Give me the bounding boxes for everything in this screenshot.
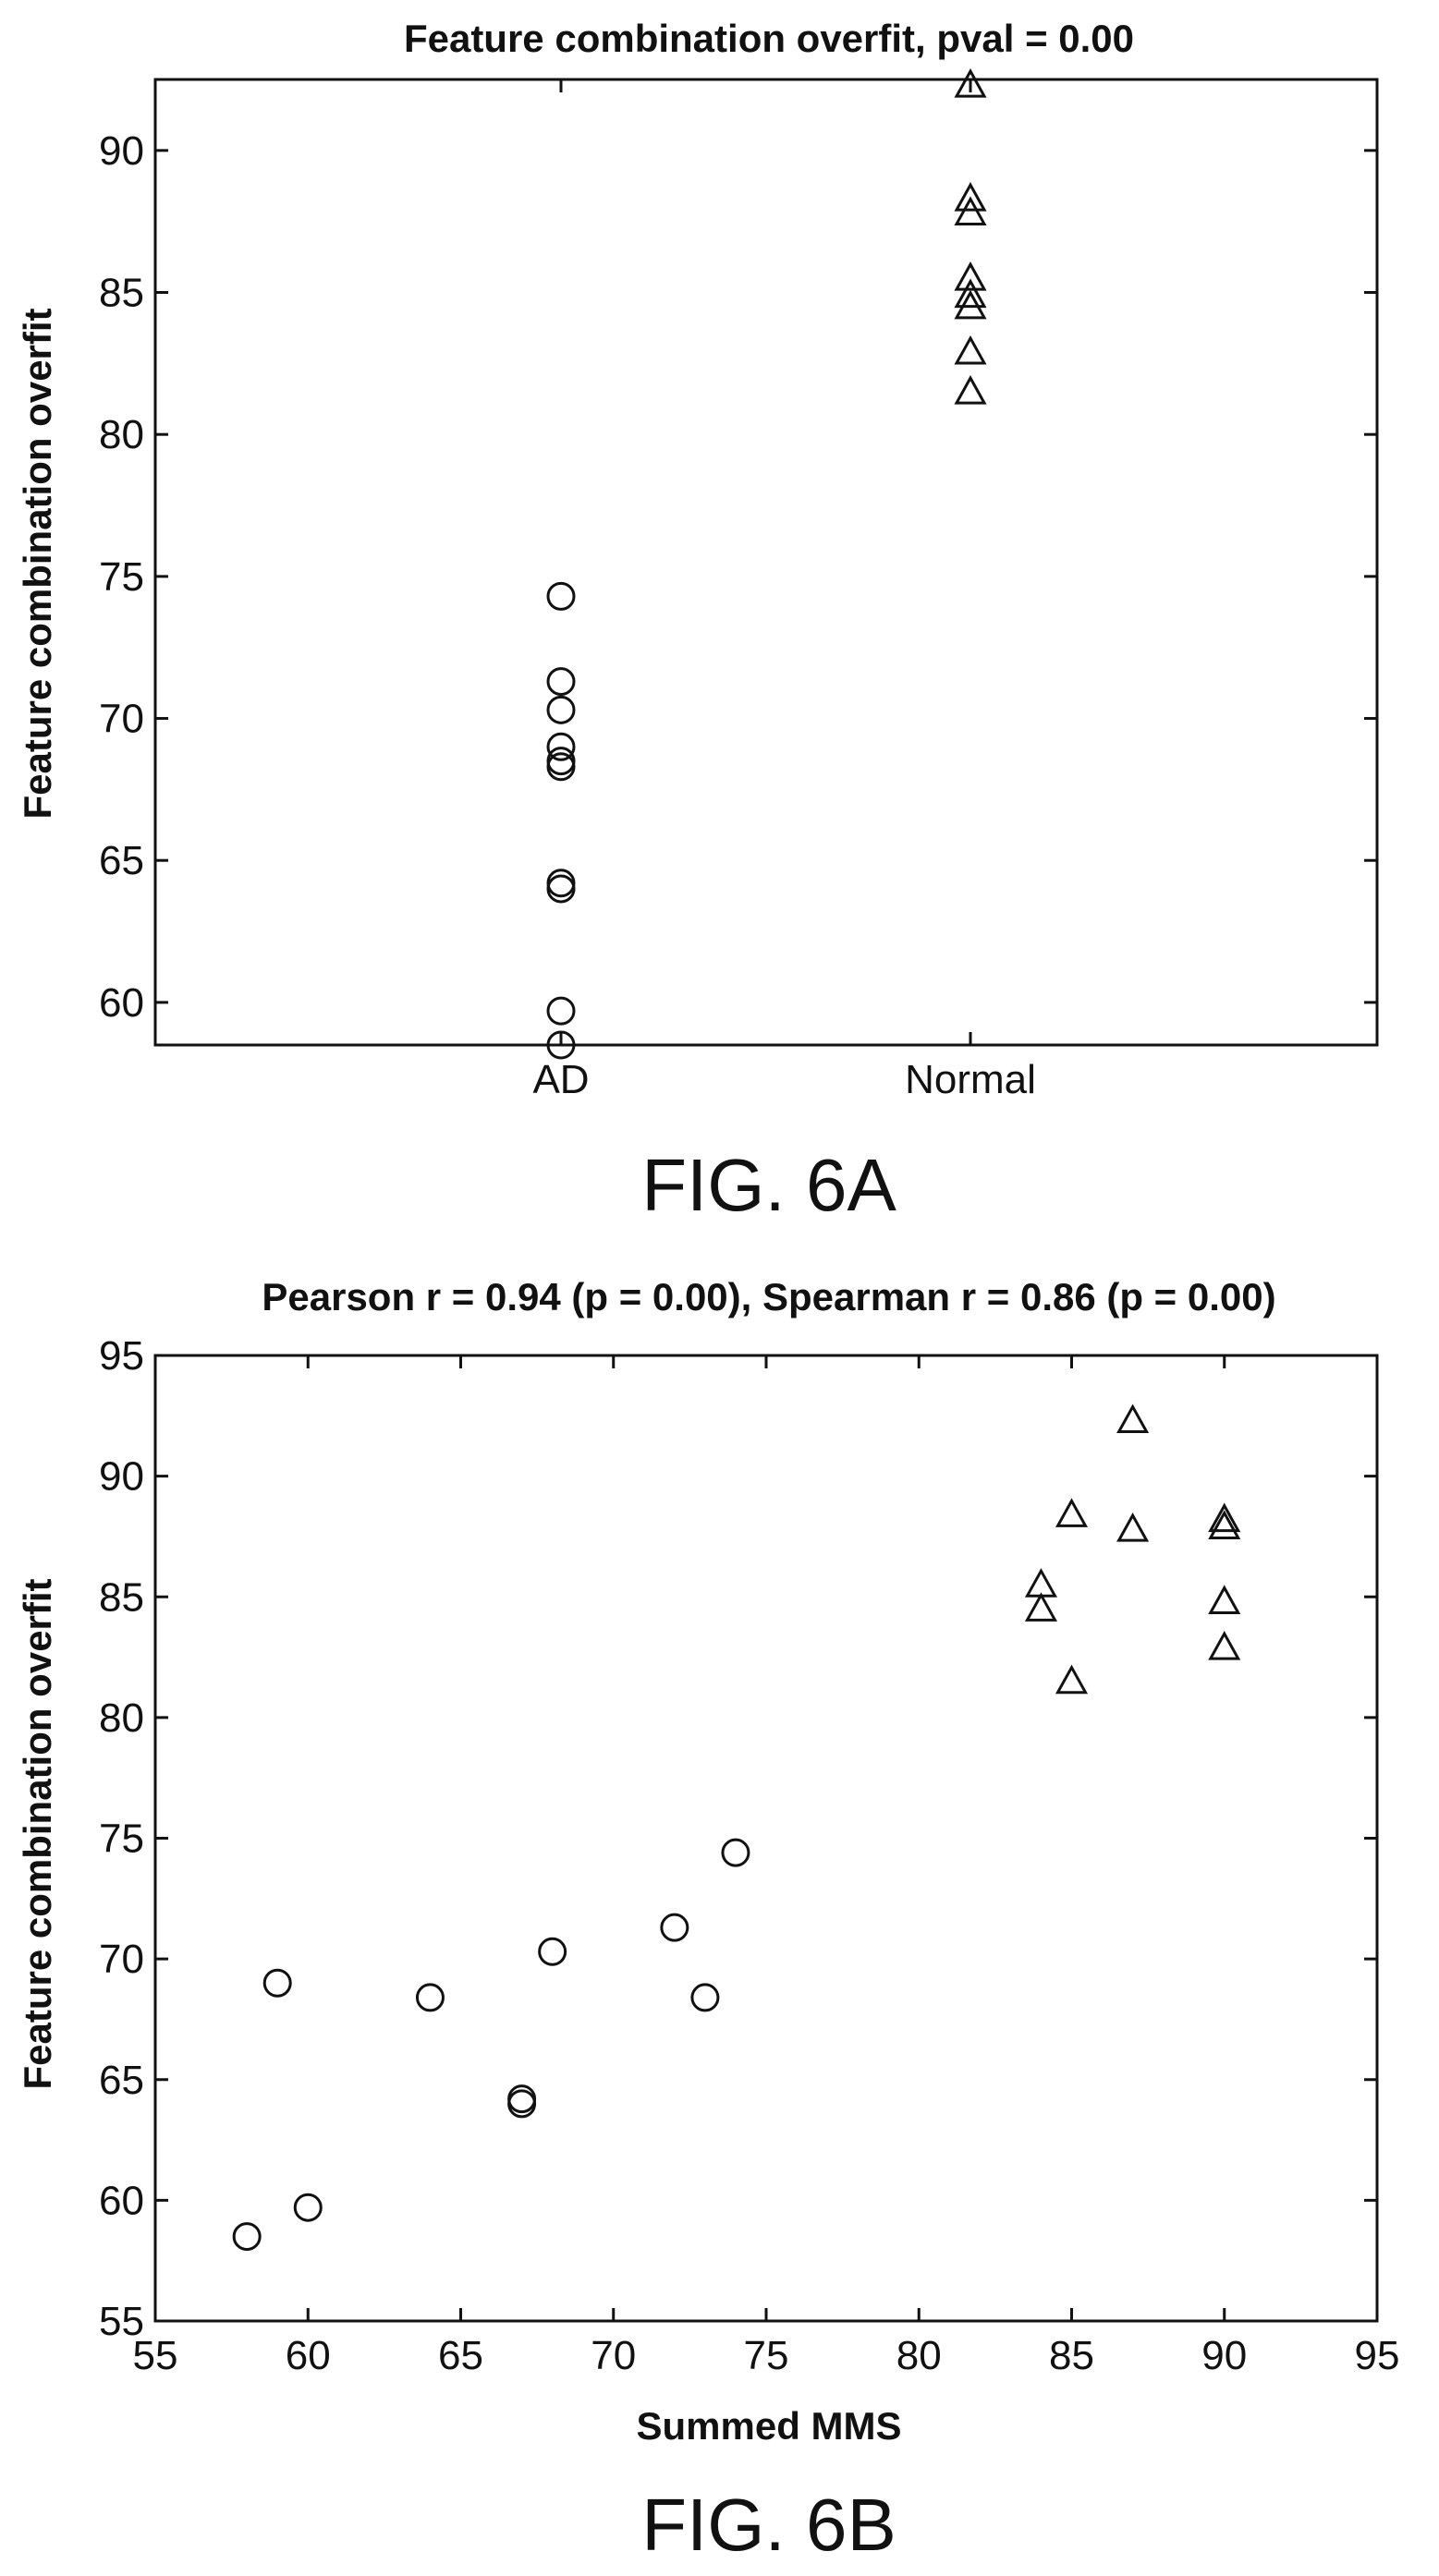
- figure-label-6a: FIG. 6A: [641, 1144, 896, 1226]
- chart-6a-circle-point: [546, 581, 576, 611]
- chart-6b-circle-point: [721, 1838, 750, 1867]
- chart-6b-circle-point: [232, 2222, 262, 2252]
- chart-6a-circle-point: [546, 874, 576, 904]
- chart-6a-triangle-point: [954, 196, 987, 225]
- chart-6b: Pearson r = 0.94 (p = 0.00), Spearman r …: [16, 1275, 1399, 2566]
- chart-6b-triangle-point: [1116, 1513, 1150, 1542]
- chart-6b-x-tick-label: 70: [591, 2333, 636, 2378]
- chart-6a-axes: 60 65 70 75 80 85 90 AD Normal: [99, 79, 1377, 1102]
- chart-6b-triangle-point: [1024, 1592, 1057, 1622]
- chart-6a-circle-point: [546, 667, 576, 697]
- chart-6b-y-tick-label: 60: [99, 2178, 144, 2223]
- chart-6b-circle-point: [415, 1983, 445, 2012]
- chart-6b-triangle-point: [1055, 1664, 1089, 1695]
- chart-6b-x-tick-label: 90: [1201, 2333, 1247, 2378]
- chart-6a-x-tick-label: Normal: [905, 1057, 1036, 1102]
- chart-6a-triangle-point: [954, 278, 987, 309]
- chart-6a-y-tick-label: 70: [99, 697, 144, 742]
- chart-6b-x-tick-label: 55: [133, 2333, 178, 2378]
- chart-6b-triangle-point: [1116, 1403, 1150, 1434]
- chart-6b-circle-point: [690, 1983, 720, 2012]
- chart-6b-title: Pearson r = 0.94 (p = 0.00), Spearman r …: [262, 1275, 1275, 1318]
- chart-6b-circle-point: [293, 2193, 323, 2222]
- chart-6a-triangle-point: [954, 334, 987, 365]
- chart-6a-triangle-point: [954, 289, 987, 320]
- chart-6b-circle-point: [507, 2089, 537, 2119]
- chart-6a-y-tick-label: 65: [99, 838, 144, 883]
- chart-6b-axes: 55 60 65 70 75 80 85 90 95 55 60 65 70 75 80 85 90 95: [99, 1333, 1399, 2378]
- chart-6a-y-tick-label: 60: [99, 980, 144, 1026]
- chart-6a-y-tick-label: 90: [99, 128, 144, 174]
- chart-6b-triangle-point: [1208, 1502, 1241, 1533]
- chart-6b-circle-point: [538, 1937, 567, 1966]
- chart-6b-x-tick-label: 95: [1355, 2333, 1400, 2378]
- chart-6a-marks: [546, 68, 987, 1060]
- chart-6b-x-tick-label: 80: [896, 2333, 942, 2378]
- chart-6b-circle-point: [660, 1913, 689, 1942]
- chart-6b-y-tick-label: 90: [99, 1454, 144, 1500]
- chart-6a-triangle-point: [954, 181, 987, 212]
- chart-6a-circle-point: [546, 996, 576, 1026]
- chart-6a-x-tick-label: AD: [532, 1057, 589, 1102]
- chart-6a-triangle-point: [954, 374, 987, 405]
- chart-6b-triangle-point: [1055, 1498, 1089, 1527]
- chart-6a-y-tick-label: 75: [99, 554, 144, 600]
- chart-6b-y-axis-label: Feature combination overfit: [16, 1578, 59, 2089]
- chart-6b-y-tick-label: 55: [99, 2299, 144, 2344]
- chart-6b-x-tick-label: 75: [744, 2333, 789, 2378]
- chart-6a-y-axis-label: Feature combination overfit: [16, 308, 59, 819]
- chart-6a-plot-frame: [153, 78, 1379, 1047]
- chart-6b-y-tick-label: 70: [99, 1937, 144, 1982]
- chart-6b-x-tick-label: 60: [286, 2333, 331, 2378]
- chart-6a: Feature combination overfit, pval = 0.00…: [16, 17, 1379, 1226]
- chart-6b-x-axis-label: Summed MMS: [636, 2404, 901, 2448]
- chart-6b-triangle-point: [1208, 1510, 1241, 1539]
- chart-6b-triangle-point: [1024, 1568, 1057, 1598]
- chart-6b-y-tick-label: 80: [99, 1695, 144, 1741]
- chart-6a-circle-point: [546, 732, 576, 761]
- chart-6b-triangle-point: [1208, 1585, 1241, 1614]
- chart-6a-circle-point: [546, 869, 576, 898]
- chart-6b-marks: [232, 1403, 1241, 2252]
- chart-6a-title: Feature combination overfit, pval = 0.00: [404, 17, 1134, 60]
- chart-6a-y-tick-label: 80: [99, 412, 144, 457]
- chart-6a-triangle-point: [954, 68, 987, 98]
- chart-6a-y-tick-label: 85: [99, 271, 144, 316]
- chart-6b-y-tick-label: 65: [99, 2058, 144, 2103]
- chart-6a-triangle-point: [954, 261, 987, 291]
- chart-6a-circle-point: [546, 1030, 576, 1060]
- chart-6b-circle-point: [262, 1968, 292, 1998]
- chart-6b-triangle-point: [1208, 1631, 1241, 1660]
- chart-6b-x-tick-label: 65: [438, 2333, 483, 2378]
- chart-6a-circle-point: [546, 752, 576, 782]
- chart-6b-x-tick-label: 85: [1049, 2333, 1094, 2378]
- chart-6b-y-tick-label: 85: [99, 1574, 144, 1620]
- chart-6a-circle-point: [546, 695, 576, 724]
- chart-6b-plot-frame: [153, 1354, 1379, 2323]
- figure-label-6b: FIG. 6B: [641, 2484, 896, 2566]
- chart-6b-y-tick-label: 75: [99, 1817, 144, 1862]
- chart-6b-y-tick-label: 95: [99, 1333, 144, 1379]
